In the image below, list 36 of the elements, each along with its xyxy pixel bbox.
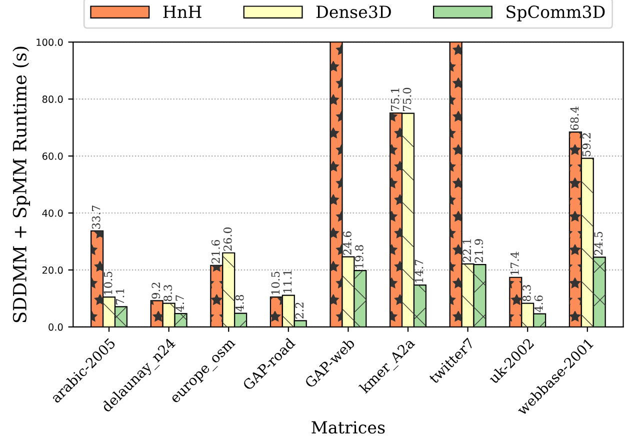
data-label: 8.3 [164, 285, 172, 302]
y-tick-label: 60.0 [42, 152, 63, 160]
y-tick-label: 0.0 [48, 323, 63, 331]
y-tick-label: 40.0 [42, 209, 63, 217]
data-label: 75.1 [390, 88, 400, 111]
y-tick-label: 80.0 [42, 96, 63, 103]
data-label: 11.1 [283, 270, 292, 293]
data-label: 2.2 [295, 302, 304, 319]
legend-label: HnH [163, 6, 202, 18]
data-label: 4.7 [176, 295, 184, 312]
y-tick-label: 20.0 [42, 266, 63, 274]
data-label: 59.2 [582, 133, 591, 156]
data-label: 24.6 [343, 231, 352, 255]
data-label: 24.5 [594, 232, 603, 256]
data-label: 4.8 [235, 294, 244, 312]
y-tick-label: 100.0 [36, 38, 63, 46]
data-label: 26.0 [223, 227, 232, 251]
data-label: 21.9 [474, 239, 483, 262]
legend-label: SpComm3D [506, 6, 605, 22]
data-label: 10.5 [271, 272, 280, 294]
legend-label: Dense3D [316, 6, 391, 18]
x-axis-title: Matrices [312, 421, 385, 434]
y-axis-title: SDDMM + SpMM Runtime (s) [12, 46, 30, 322]
data-label: 10.5 [104, 272, 112, 294]
data-label: 33.7 [92, 206, 100, 229]
data-label: 17.4 [510, 252, 519, 275]
data-label: 22.1 [462, 239, 472, 262]
data-label: 68.4 [570, 106, 579, 130]
data-label: 19.8 [354, 245, 364, 268]
data-label: 7.1 [116, 289, 124, 304]
data-label: 4.6 [534, 295, 543, 312]
data-label: 8.3 [522, 285, 531, 302]
data-label: 9.2 [152, 282, 160, 299]
data-label: 75.0 [402, 88, 412, 111]
data-label: 14.7 [414, 260, 424, 282]
data-label: 21.6 [211, 240, 220, 264]
